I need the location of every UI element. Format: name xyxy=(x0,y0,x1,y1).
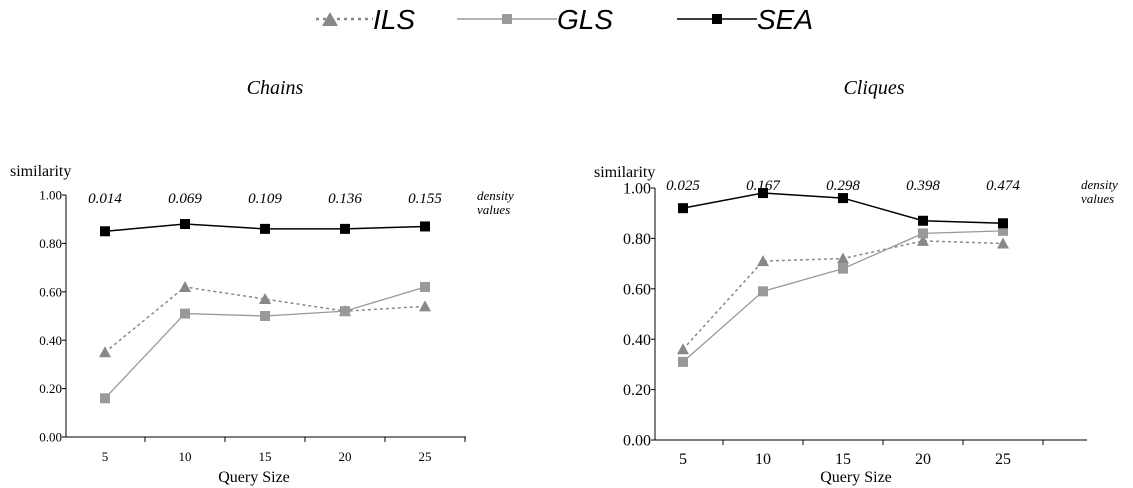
data-point-ils xyxy=(677,343,689,355)
series-line-gls xyxy=(682,230,1004,363)
legend: ILS GLS SEA xyxy=(316,4,813,35)
x-tick-label: 10 xyxy=(755,451,771,468)
data-point-ils xyxy=(917,234,929,246)
data-point-sea xyxy=(998,218,1008,229)
x-tick-label: 15 xyxy=(835,451,851,468)
legend-label-sea: SEA xyxy=(757,4,813,35)
density-value: 0.298 xyxy=(826,178,860,194)
density-caption-line1: density xyxy=(1081,177,1118,192)
density-value: 0.025 xyxy=(666,178,700,194)
legend-label-gls: GLS xyxy=(557,4,613,35)
x-tick-label: 25 xyxy=(419,449,432,464)
data-point-sea xyxy=(100,226,110,237)
density-caption-line2: values xyxy=(477,202,510,217)
y-tick-label: 0.80 xyxy=(39,236,62,251)
data-point-gls xyxy=(340,306,350,317)
data-point-ils xyxy=(419,300,431,312)
y-tick-label: 0.20 xyxy=(623,382,651,399)
legend-item-gls: GLS xyxy=(457,4,613,35)
data-point-gls xyxy=(260,311,270,321)
data-point-gls xyxy=(180,308,190,319)
density-value: 0.167 xyxy=(746,178,781,194)
y-tick-label: 0.00 xyxy=(39,430,62,445)
x-tick-label: 5 xyxy=(102,449,109,464)
data-point-sea xyxy=(758,188,768,199)
data-point-gls xyxy=(838,263,848,274)
data-point-ils xyxy=(259,293,271,305)
legend-label-ils: ILS xyxy=(373,4,415,35)
x-tick-label: 20 xyxy=(339,449,352,464)
data-point-ils xyxy=(837,252,849,264)
x-tick-label: 25 xyxy=(995,451,1011,468)
x-tick-label: 20 xyxy=(915,451,931,468)
density-caption-line1: density xyxy=(477,188,514,203)
chart-title: Cliques xyxy=(843,77,904,99)
legend-marker-triangle-icon xyxy=(322,12,338,26)
y-tick-label: 0.60 xyxy=(623,281,651,298)
chart-cliques: Cliques similarity Query Size density va… xyxy=(594,77,1118,486)
data-point-sea xyxy=(918,215,928,226)
y-tick-label: 0.60 xyxy=(39,284,62,299)
y-tick-label: 1.00 xyxy=(623,181,651,198)
density-value: 0.398 xyxy=(906,178,940,194)
series-line-ils xyxy=(104,286,426,353)
legend-item-ils: ILS xyxy=(316,4,415,35)
data-point-gls xyxy=(758,286,768,297)
data-point-ils xyxy=(99,346,111,358)
density-caption-line2: values xyxy=(1081,191,1114,206)
y-tick-label: 0.40 xyxy=(39,333,62,348)
data-point-sea xyxy=(420,221,430,232)
data-point-ils xyxy=(757,255,769,267)
x-axis-label: Query Size xyxy=(218,469,290,486)
legend-item-sea: SEA xyxy=(677,4,813,35)
data-point-sea xyxy=(678,203,688,214)
data-point-ils xyxy=(997,237,1009,249)
y-tick-label: 0.80 xyxy=(623,231,651,248)
x-tick-label: 10 xyxy=(179,449,192,464)
x-axis-label: Query Size xyxy=(820,469,892,486)
y-tick-label: 1.00 xyxy=(39,188,62,203)
data-point-gls xyxy=(678,356,688,367)
data-point-gls xyxy=(918,228,928,239)
y-tick-label: 0.40 xyxy=(623,332,651,349)
x-tick-label: 5 xyxy=(679,451,687,468)
density-value: 0.069 xyxy=(168,191,202,207)
data-point-sea xyxy=(260,223,270,234)
data-point-gls xyxy=(998,225,1008,236)
y-tick-label: 0.20 xyxy=(39,381,62,396)
density-value: 0.014 xyxy=(88,191,122,207)
y-axis-label: similarity xyxy=(10,163,71,180)
chart-title: Chains xyxy=(247,77,304,99)
density-value: 0.136 xyxy=(328,191,362,207)
legend-marker-square-icon xyxy=(712,14,722,24)
x-tick-label: 15 xyxy=(259,449,272,464)
y-axis-label: similarity xyxy=(594,164,655,181)
density-value: 0.109 xyxy=(248,191,282,207)
data-point-sea xyxy=(838,193,848,204)
data-point-gls xyxy=(100,393,110,404)
chart-chains: Chains similarity Query Size density val… xyxy=(10,77,514,486)
data-point-sea xyxy=(180,219,190,230)
y-tick-label: 0.00 xyxy=(623,433,651,450)
legend-marker-square-icon xyxy=(502,14,512,24)
data-point-sea xyxy=(340,223,350,234)
data-point-gls xyxy=(420,281,430,292)
data-point-ils xyxy=(179,280,191,292)
density-value: 0.474 xyxy=(986,178,1020,194)
density-value: 0.155 xyxy=(408,191,442,207)
